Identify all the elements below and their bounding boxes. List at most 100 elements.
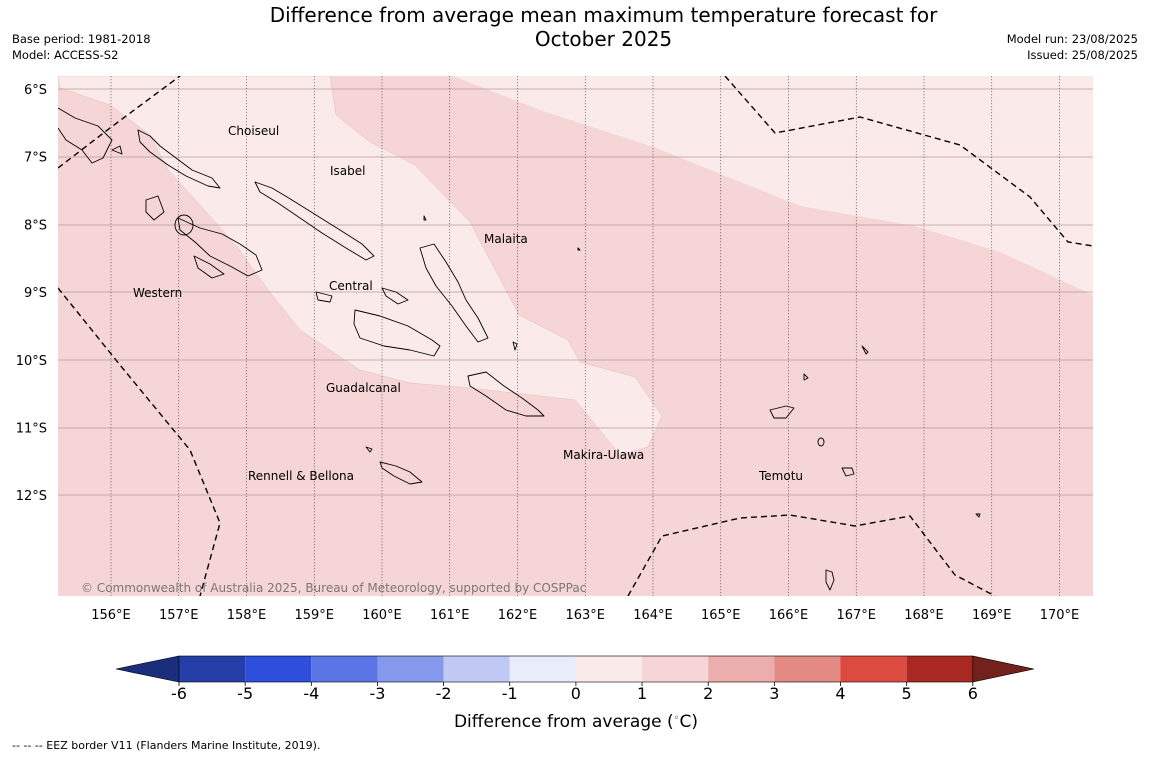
- colorbar-segment: [575, 656, 643, 682]
- title-line-1: Difference from average mean maximum tem…: [269, 3, 938, 27]
- ontong-java-fragment: [512, 341, 518, 351]
- colorbar-segment: [179, 656, 246, 682]
- colorbar-tick-label: -6: [171, 684, 187, 703]
- colorbar-tick-label: 1: [637, 684, 647, 703]
- model-run-info: Model run: 23/08/2025 Issued: 25/08/2025: [1007, 31, 1138, 63]
- lat-label: 8°S: [24, 218, 47, 233]
- colorbar-extend-low: [115, 655, 180, 683]
- base-period-info: Base period: 1981-2018 Model: ACCESS-S2: [12, 31, 151, 63]
- bougainville-island: [58, 107, 113, 164]
- colorbar-tick-label: -1: [502, 684, 518, 703]
- latitude-gridlines: [58, 88, 1093, 496]
- lon-label: 156°E: [91, 608, 131, 623]
- makira-island: [467, 371, 545, 417]
- bellona-island: [365, 446, 373, 453]
- lon-label: 163°E: [565, 608, 605, 623]
- kolombangara-island: [174, 214, 194, 236]
- lon-label: 168°E: [904, 608, 944, 623]
- colorbar-segment: [245, 656, 312, 682]
- lon-label: 162°E: [498, 608, 538, 623]
- rendova-island: [193, 255, 225, 279]
- province-label-makira-ulawa: Makira-Ulawa: [563, 448, 644, 462]
- florida-islands: [315, 291, 333, 303]
- colorbar-tick-label: 3: [769, 684, 779, 703]
- lon-label: 164°E: [633, 608, 673, 623]
- colorbar-segment: [509, 656, 576, 682]
- lat-label: 6°S: [24, 83, 47, 98]
- colorbar-tick-label: 4: [835, 684, 845, 703]
- reef-islands: [803, 373, 809, 381]
- province-label-isabel: Isabel: [330, 164, 365, 178]
- santa-cruz-nendo-island: [769, 405, 795, 419]
- base-period: Base period: 1981-2018: [12, 32, 151, 46]
- colorbar-tick-label: 6: [968, 684, 978, 703]
- tikopia-island: [975, 513, 981, 518]
- eez-border: [58, 76, 1093, 596]
- colorbar-tick-label: 2: [703, 684, 713, 703]
- santa-isabel-island: [254, 181, 375, 261]
- lon-label: 157°E: [159, 608, 199, 623]
- lon-label: 167°E: [836, 608, 876, 623]
- lat-label: 9°S: [24, 286, 47, 301]
- colorbar-label: Difference from average (◦C): [454, 712, 698, 732]
- province-label-choiseul: Choiseul: [228, 124, 279, 138]
- colorbar-segment: [311, 656, 378, 682]
- anuta-island: [825, 569, 835, 591]
- colorbar-tick-label: 0: [571, 684, 581, 703]
- lon-label: 165°E: [701, 608, 741, 623]
- lat-label: 7°S: [24, 151, 47, 166]
- lon-label: 166°E: [769, 608, 809, 623]
- province-labels: Choiseul Isabel Malaita Western Central …: [133, 124, 803, 483]
- colorbar-tick-label: -2: [436, 684, 452, 703]
- russell-islands: [381, 287, 409, 305]
- colorbar: -6 -5 -4 -3 -2 -1 0 1 2 3 4 5 6: [115, 655, 1035, 703]
- longitude-labels: 156°E 157°E 158°E 159°E 160°E 161°E 162°E 163°E…: [91, 608, 1079, 623]
- colorbar-tick-label: -5: [237, 684, 253, 703]
- lon-label: 161°E: [430, 608, 470, 623]
- lat-label: 10°S: [16, 354, 47, 369]
- map-title: Difference from average mean maximum tem…: [0, 3, 1150, 51]
- vella-lavella-island: [145, 195, 165, 221]
- province-label-guadalcanal: Guadalcanal: [326, 381, 401, 395]
- colorbar-segment: [443, 656, 510, 682]
- colorbar-segment: [708, 656, 775, 682]
- choiseul-island: [137, 129, 221, 189]
- guadalcanal-island: [353, 309, 441, 357]
- lon-label: 158°E: [227, 608, 267, 623]
- lon-label: 170°E: [1040, 608, 1080, 623]
- malaita-island: [419, 243, 489, 343]
- vanikoro-island: [841, 467, 855, 477]
- rennell-island: [379, 461, 423, 485]
- lon-label: 160°E: [362, 608, 402, 623]
- lon-label: 169°E: [972, 608, 1012, 623]
- colorbar-segment: [774, 656, 841, 682]
- province-label-rennell-bellona: Rennell & Bellona: [248, 469, 354, 483]
- coastlines: [58, 107, 981, 591]
- latitude-labels: 6°S 7°S 8°S 9°S 10°S 11°S 12°S: [16, 83, 47, 504]
- eez-footnote: -- -- -- EEZ border V11 (Flanders Marine…: [12, 739, 321, 752]
- copyright-notice: © Commonwealth of Australia 2025, Bureau…: [81, 581, 586, 595]
- colorbar-segment: [906, 656, 973, 682]
- colorbar-extend-high: [972, 655, 1035, 683]
- utupua-island: [817, 437, 825, 447]
- colorbar-tick-label: 5: [902, 684, 912, 703]
- ndai-island: [423, 215, 427, 221]
- issued-date: Issued: 25/08/2025: [1027, 48, 1138, 62]
- duff-islands: [861, 345, 869, 355]
- lat-label: 11°S: [16, 422, 47, 437]
- new-georgia-group: [177, 217, 263, 277]
- anomaly-region-0-to-1-north: [453, 76, 1093, 295]
- sikaiana-atoll: [577, 247, 581, 251]
- province-label-malaita: Malaita: [484, 232, 528, 246]
- colorbar-segment: [377, 656, 444, 682]
- colorbar-segment: [840, 656, 907, 682]
- shortland-islands: [111, 145, 123, 155]
- lat-label: 12°S: [16, 489, 47, 504]
- title-line-2: October 2025: [534, 27, 673, 51]
- lon-label: 159°E: [294, 608, 334, 623]
- model-run: Model run: 23/08/2025: [1006, 32, 1138, 46]
- province-label-central: Central: [329, 279, 373, 293]
- colorbar-tick-label: -4: [303, 684, 319, 703]
- colorbar-segment: [642, 656, 709, 682]
